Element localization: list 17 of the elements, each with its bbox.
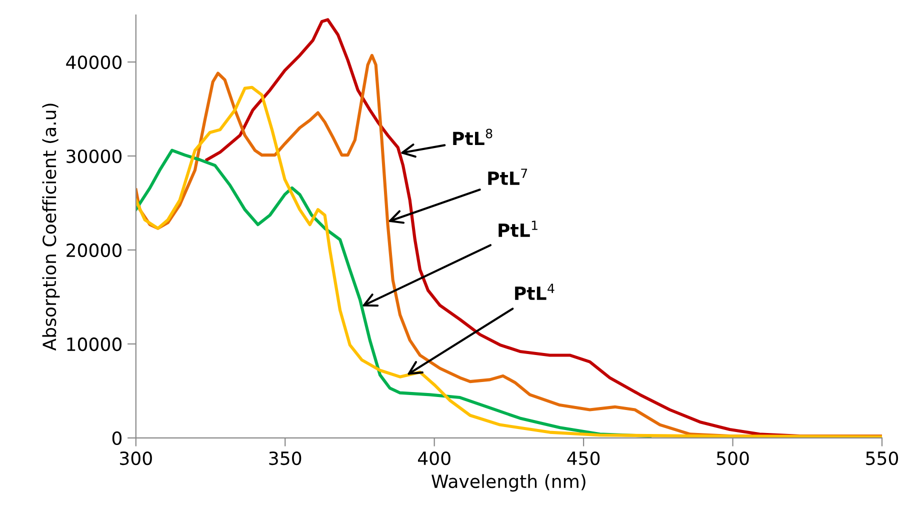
y-tick-label: 0 (112, 431, 122, 446)
y-tick-label: 20000 (66, 243, 122, 258)
x-tick-label: 350 (269, 451, 302, 466)
x-tick-label: 550 (866, 451, 898, 466)
annotation: PtL$^{4}$ (515, 284, 554, 300)
y-tick-label: 30000 (66, 149, 122, 164)
annotation: PtL$^{7}$ (488, 168, 528, 185)
x-tick-label: 400 (418, 451, 450, 466)
x-tick-label: 300 (120, 451, 152, 466)
y-tick-label: 40000 (66, 55, 122, 70)
annotation: PtL$^{8}$ (453, 128, 492, 146)
y-axis-title: Absorption Coefficient (a.u) (42, 104, 60, 351)
x-axis-title: Wavelength (nm) (432, 474, 586, 492)
y-tick-label: 10000 (67, 337, 122, 352)
annotation: PtL$^{1}$ (498, 220, 538, 237)
x-tick-label: 500 (716, 451, 749, 466)
x-tick-label: 450 (567, 451, 600, 466)
